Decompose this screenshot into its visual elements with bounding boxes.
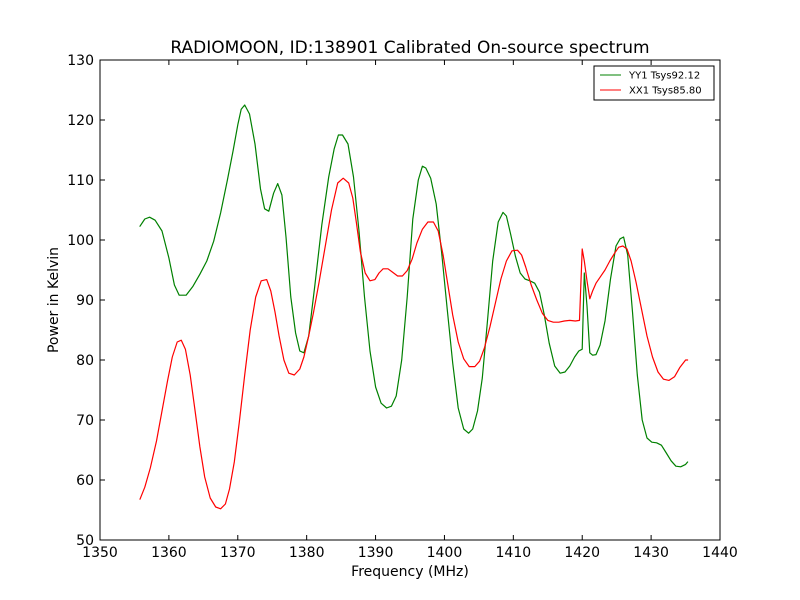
y-tick-label: 50 [76, 533, 94, 549]
y-tick-label: 80 [76, 353, 94, 369]
legend: YY1 Tsys92.12 XX1 Tsys85.80 [593, 65, 715, 101]
y-tick-label: 110 [67, 173, 94, 189]
x-tick-label: 1360 [151, 545, 187, 561]
x-tick-label: 1390 [358, 545, 394, 561]
x-tick-label: 1420 [564, 545, 600, 561]
legend-box [593, 65, 715, 101]
y-tick-label: 130 [67, 53, 94, 69]
y-axis-label: Power in Kelvin [46, 247, 62, 353]
y-tick-label: 100 [67, 233, 94, 249]
y-tick-label: 90 [76, 293, 94, 309]
x-tick-label: 1400 [427, 545, 463, 561]
x-tick-label: 1440 [702, 545, 738, 561]
legend-label-yy1: YY1 Tsys92.12 [628, 71, 700, 82]
plot-area: 1350 1360 1370 1380 1390 1400 1410 1420 1430 1440… [67, 53, 738, 561]
x-axis-label: Frequency (MHz) [351, 564, 469, 580]
chart-title: RADIOMOON, ID:138901 Calibrated On-sourc… [170, 38, 649, 58]
y-tick-label: 60 [76, 473, 94, 489]
y-tick-label: 120 [67, 113, 94, 129]
series-layer [139, 104, 689, 510]
series-line-yy1 [139, 104, 689, 468]
x-tick-label: 1410 [496, 545, 532, 561]
x-tick-label: 1380 [289, 545, 325, 561]
y-tick-label: 70 [76, 413, 94, 429]
x-tick-label: 1350 [82, 545, 118, 561]
legend-label-xx1: XX1 Tsys85.80 [629, 86, 702, 97]
x-tick-label: 1430 [633, 545, 669, 561]
ticks-layer: 1350 1360 1370 1380 1390 1400 1410 1420 1430 1440… [67, 53, 738, 561]
x-tick-label: 1370 [220, 545, 256, 561]
series-line-xx1 [139, 177, 689, 510]
